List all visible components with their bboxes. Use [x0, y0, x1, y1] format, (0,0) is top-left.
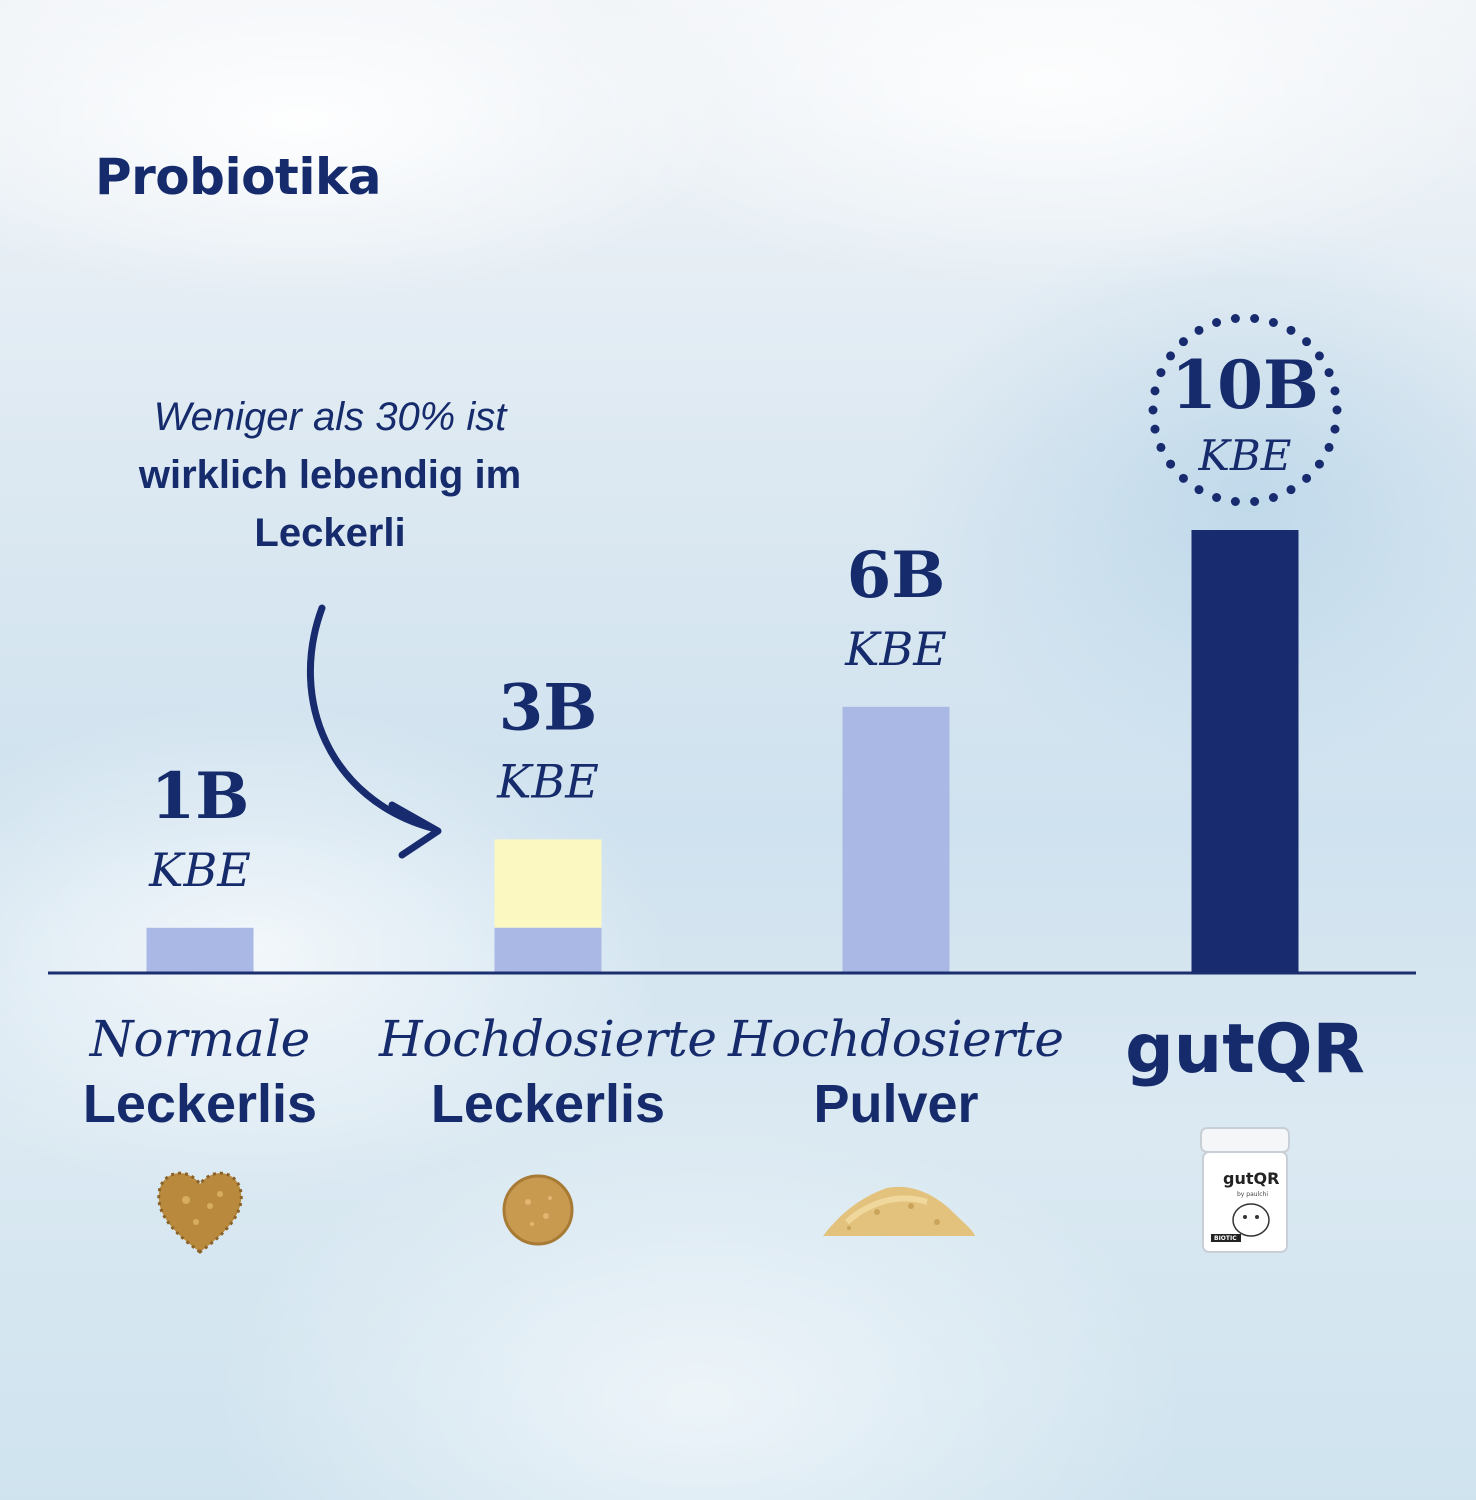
ring-dot — [1302, 337, 1312, 347]
annotation-line-1: Weniger als 30% ist — [153, 395, 507, 439]
unit-label-4: KBE — [1198, 431, 1292, 480]
ring-dot — [1230, 496, 1240, 506]
bar-2 — [494, 927, 602, 972]
unit-label-3: KBE — [844, 622, 947, 676]
ring-dot — [1286, 325, 1296, 335]
ring-dot — [1330, 424, 1340, 434]
ring-dot — [1156, 368, 1166, 378]
jar-sub-text: by paulchi — [1237, 1191, 1268, 1198]
jar-brand-text: gutQR — [1223, 1169, 1279, 1188]
annotation-note: Weniger als 30% ist wirklich lebendig im… — [60, 388, 600, 562]
ring-dot — [1178, 473, 1188, 483]
bar-dead-portion-2 — [494, 839, 602, 928]
bar-4 — [1191, 530, 1299, 972]
annotation-arrow — [306, 604, 442, 859]
ring-dot — [1250, 496, 1260, 506]
category-line2-1: Leckerlis — [83, 1074, 317, 1134]
annotation-line-3: Leckerli — [254, 511, 406, 555]
highlight-dotted-ring — [1148, 314, 1342, 506]
value-label-4: 10B — [1171, 346, 1319, 424]
ring-dot — [1314, 351, 1324, 361]
category-line1-1: Normale — [89, 1010, 311, 1068]
category-line1-2: Hochdosierte — [378, 1010, 717, 1068]
annotation-line-2: wirklich lebendig im — [138, 453, 522, 497]
bar-1 — [146, 927, 254, 972]
category-line2-3: Pulver — [813, 1074, 978, 1134]
ring-dot — [1330, 386, 1340, 396]
unit-label-2: KBE — [496, 754, 599, 808]
value-label-3: 6B — [847, 538, 946, 613]
ring-dot — [1230, 314, 1240, 324]
ring-dot — [1286, 485, 1296, 495]
value-label-1: 1B — [151, 759, 250, 834]
ring-dot — [1166, 459, 1176, 469]
round-treat-icon — [502, 1174, 574, 1246]
category-labels-group: Normale Leckerlis Hochdosierte Leckerlis Hoc… — [83, 1010, 1365, 1134]
value-labels-group: 1B KBE 3B KBE 6B KBE 10B KBE — [148, 346, 1319, 897]
ring-dot — [1250, 314, 1260, 324]
heart-treat-icon — [157, 1171, 243, 1254]
powder-pile-icon — [823, 1186, 975, 1236]
ring-dot — [1150, 386, 1160, 396]
jar-badge-text: BIOTIC — [1214, 1235, 1237, 1242]
ring-dot — [1150, 424, 1160, 434]
gutqr-jar-icon: gutQR by paulchi BIOTIC — [1200, 1127, 1290, 1253]
bars-group — [146, 530, 1299, 972]
chart-title: Probiotika — [95, 148, 381, 206]
value-label-2: 3B — [499, 670, 598, 745]
ring-dot — [1194, 485, 1204, 495]
ring-dot — [1156, 442, 1166, 452]
ring-dot — [1178, 337, 1188, 347]
ring-dot — [1212, 318, 1222, 328]
ring-dot — [1324, 368, 1334, 378]
ring-dot — [1324, 442, 1334, 452]
ring-dot — [1332, 405, 1342, 415]
category-line1-3: Hochdosierte — [727, 1010, 1064, 1068]
category-gutqr: gutQR — [1125, 1010, 1365, 1089]
category-line2-2: Leckerlis — [431, 1074, 665, 1134]
ring-dot — [1268, 318, 1278, 328]
ring-dot — [1166, 351, 1176, 361]
unit-label-1: KBE — [148, 843, 251, 897]
ring-dot — [1212, 492, 1222, 502]
ring-dot — [1302, 473, 1312, 483]
bar-3 — [842, 706, 950, 972]
ring-dot — [1268, 492, 1278, 502]
ring-dot — [1314, 459, 1324, 469]
ring-dot — [1194, 325, 1204, 335]
ring-dot — [1148, 405, 1158, 415]
